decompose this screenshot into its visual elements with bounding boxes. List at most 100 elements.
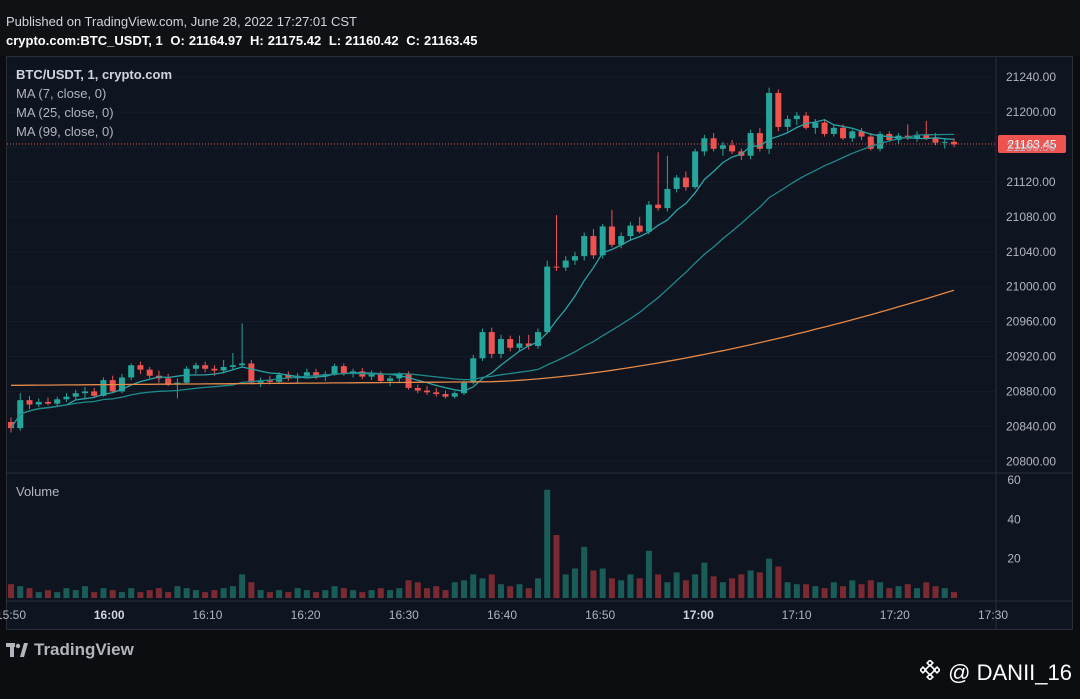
volume-bar[interactable] (534, 578, 541, 598)
volume-bar[interactable] (738, 574, 745, 598)
volume-bar[interactable] (895, 586, 902, 598)
volume-bar[interactable] (701, 562, 708, 598)
volume-bar[interactable] (904, 584, 911, 598)
candle-body[interactable] (821, 122, 828, 134)
volume-bar[interactable] (257, 590, 264, 598)
volume-bar[interactable] (266, 592, 273, 598)
volume-bar[interactable] (387, 590, 394, 598)
volume-bar[interactable] (849, 580, 856, 598)
candle-body[interactable] (849, 131, 856, 139)
candle-body[interactable] (8, 421, 14, 429)
volume-bar[interactable] (118, 592, 125, 598)
volume-bar[interactable] (359, 592, 366, 598)
candle-body[interactable] (701, 138, 708, 152)
volume-bar[interactable] (729, 578, 736, 598)
legend-ma25[interactable]: MA (25, close, 0) (16, 105, 114, 120)
volume-bar[interactable] (590, 570, 597, 598)
candle-body[interactable] (405, 373, 412, 388)
candle-body[interactable] (645, 204, 652, 232)
candle-body[interactable] (202, 365, 209, 369)
candle-body[interactable] (784, 119, 791, 127)
candle-body[interactable] (229, 365, 236, 367)
candle-body[interactable] (192, 365, 199, 369)
candle-body[interactable] (590, 236, 597, 256)
volume-bar[interactable] (766, 558, 773, 598)
volume-bar[interactable] (562, 574, 569, 598)
candle-body[interactable] (91, 391, 98, 396)
volume-bar[interactable] (886, 588, 893, 598)
candle-body[interactable] (692, 151, 699, 188)
volume-bar[interactable] (91, 592, 98, 598)
candle-body[interactable] (775, 92, 782, 127)
volume-bar[interactable] (923, 582, 930, 598)
candle-body[interactable] (534, 332, 541, 347)
candle-body[interactable] (303, 372, 310, 376)
volume-bar[interactable] (146, 590, 153, 598)
legend-ma99[interactable]: MA (99, close, 0) (16, 124, 114, 139)
volume-bar[interactable] (812, 586, 819, 598)
candle-body[interactable] (211, 368, 218, 371)
volume-bar[interactable] (877, 582, 884, 598)
volume-bar[interactable] (636, 578, 643, 598)
volume-bar[interactable] (313, 592, 320, 598)
candle-body[interactable] (747, 133, 754, 156)
candle-body[interactable] (488, 332, 495, 354)
candle-body[interactable] (618, 236, 625, 245)
volume-bar[interactable] (72, 590, 79, 598)
volume-bar[interactable] (627, 574, 634, 598)
volume-bar[interactable] (17, 586, 24, 598)
volume-bar[interactable] (840, 586, 847, 598)
volume-bar[interactable] (655, 574, 662, 598)
volume-bar[interactable] (137, 592, 144, 598)
candle-body[interactable] (44, 401, 51, 404)
volume-bar[interactable] (192, 590, 199, 598)
candle-body[interactable] (137, 365, 144, 370)
volume-bar[interactable] (470, 574, 477, 598)
volume-bar[interactable] (581, 546, 588, 598)
candle-body[interactable] (581, 236, 588, 257)
candle-body[interactable] (442, 394, 449, 397)
volume-bar[interactable] (368, 590, 375, 598)
volume-bar[interactable] (692, 574, 699, 598)
volume-bar[interactable] (174, 586, 181, 598)
candle-body[interactable] (451, 393, 458, 397)
volume-bar[interactable] (331, 586, 338, 598)
volume-bar[interactable] (775, 566, 782, 598)
volume-bar[interactable] (488, 574, 495, 598)
volume-bar[interactable] (285, 592, 292, 598)
volume-bar[interactable] (44, 590, 51, 598)
volume-bar[interactable] (941, 588, 948, 598)
volume-bar[interactable] (229, 586, 236, 598)
candle-body[interactable] (571, 256, 578, 261)
candle-body[interactable] (516, 343, 523, 348)
candle-body[interactable] (664, 188, 671, 209)
volume-bar[interactable] (340, 588, 347, 598)
volume-bar[interactable] (442, 590, 449, 598)
volume-bar[interactable] (165, 592, 172, 598)
volume-bar[interactable] (54, 592, 61, 598)
candle-body[interactable] (941, 141, 948, 143)
candle-body[interactable] (710, 138, 717, 149)
volume-bar[interactable] (682, 580, 689, 598)
volume-bar[interactable] (26, 588, 33, 598)
candle-body[interactable] (100, 380, 107, 396)
candle-body[interactable] (128, 365, 135, 378)
candle-body[interactable] (812, 122, 819, 128)
candle-body[interactable] (387, 378, 394, 381)
volume-bar[interactable] (155, 588, 162, 598)
volume-bar[interactable] (322, 590, 329, 598)
volume-bar[interactable] (784, 582, 791, 598)
volume-bar[interactable] (303, 590, 310, 598)
candle-body[interactable] (858, 131, 865, 137)
volume-bar[interactable] (183, 588, 190, 598)
volume-bar[interactable] (202, 592, 209, 598)
volume-bar[interactable] (858, 584, 865, 598)
candle-body[interactable] (239, 363, 246, 366)
candle-body[interactable] (627, 225, 634, 237)
volume-bar[interactable] (294, 588, 301, 598)
candle-body[interactable] (285, 374, 292, 379)
volume-bar[interactable] (497, 584, 504, 598)
candle-body[interactable] (867, 136, 874, 149)
candle-body[interactable] (81, 391, 88, 394)
candle-body[interactable] (655, 204, 662, 209)
